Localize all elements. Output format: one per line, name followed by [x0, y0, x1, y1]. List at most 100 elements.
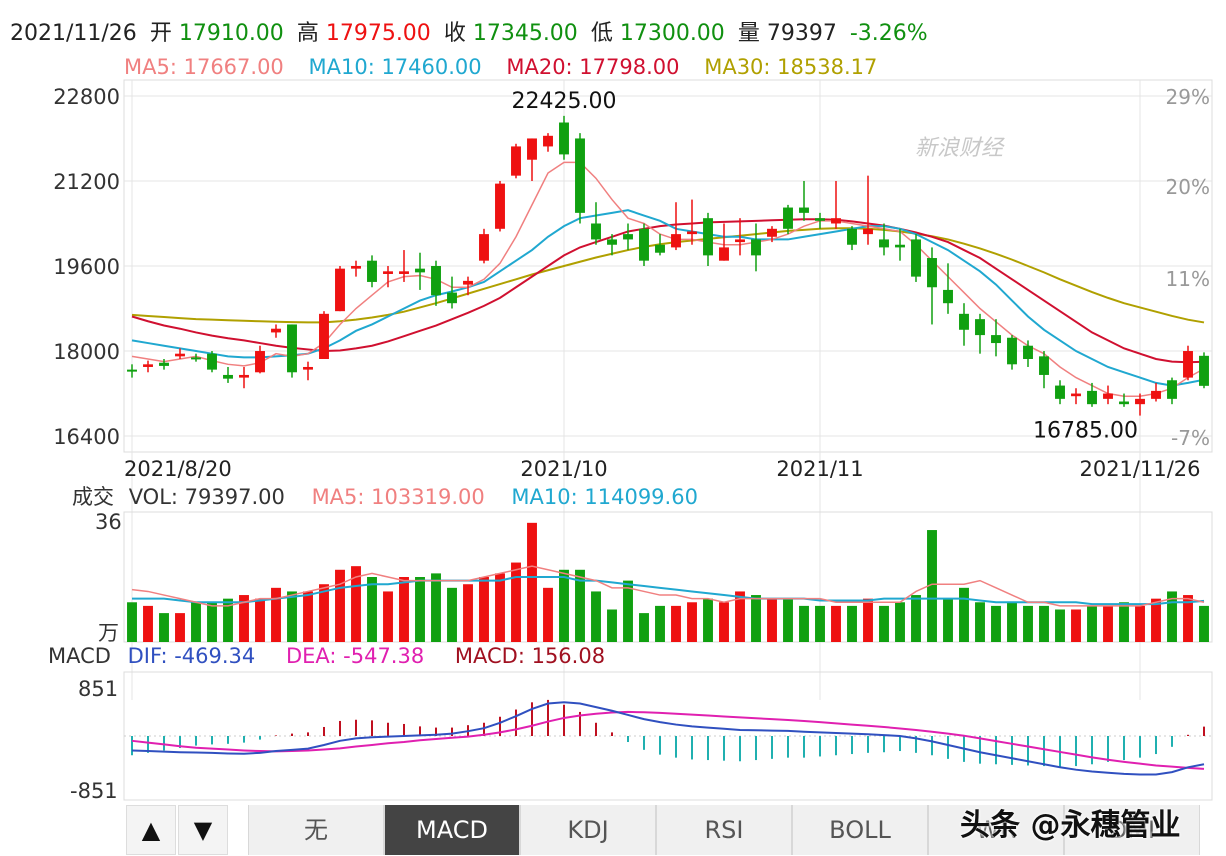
volume-title: 成交	[72, 485, 114, 509]
header-date: 2021/11/26	[10, 21, 137, 46]
header-bar: 2021/11/26 开 17910.00 高 17975.00 收 17345…	[10, 15, 928, 47]
tab-wr[interactable]: WR	[928, 805, 1064, 855]
candle-body	[287, 324, 297, 373]
high-value: 17975.00	[325, 21, 431, 46]
dif-legend: DIF: -469.34	[127, 644, 256, 668]
arrow-up-icon: ▲	[141, 816, 161, 844]
volume-bar	[399, 577, 409, 642]
candle-body	[1119, 401, 1129, 405]
volume-bar	[815, 605, 825, 642]
candle-body	[1183, 351, 1193, 378]
macd-title: MACD	[48, 644, 111, 668]
candle-body	[1199, 355, 1209, 386]
candle-body	[671, 234, 681, 248]
candle-body	[607, 239, 617, 245]
macd-legend: MACD DIF: -469.34 DEA: -547.38 MACD: 156…	[48, 644, 605, 668]
volume-bar	[863, 598, 873, 642]
low-label: 低	[590, 21, 613, 46]
candle-body	[1151, 390, 1161, 399]
candle-body	[527, 138, 537, 160]
volume-bar	[1199, 605, 1209, 642]
scroll-up-button[interactable]: ▲	[126, 805, 176, 855]
volume-bar	[495, 573, 505, 642]
volume-bar	[847, 605, 857, 642]
candle-body	[431, 266, 441, 296]
candle-body	[351, 266, 361, 269]
candle-body	[815, 218, 825, 221]
candle-body	[303, 366, 313, 370]
high-annotation: 22425.00	[512, 89, 617, 114]
candle-body	[575, 138, 585, 213]
candle-body	[687, 231, 697, 235]
date-label: 2021/11/26	[1079, 457, 1200, 481]
dif-line	[131, 701, 1205, 776]
price-tick-label: 19600	[53, 255, 120, 279]
volume-legend: 成交 VOL: 79397.00 MA5: 103319.00 MA10: 11…	[72, 481, 698, 511]
candle-body	[751, 239, 761, 256]
macd-value-legend: MACD: 156.08	[454, 644, 606, 668]
volume-bar	[943, 598, 953, 642]
scroll-down-button[interactable]: ▼	[178, 805, 228, 855]
ma30-line	[131, 227, 1205, 324]
toutiao-watermark: 头条 @永穗管业	[960, 808, 1181, 843]
volume-bar	[895, 602, 905, 642]
volume-bar	[223, 598, 233, 642]
candle-body	[127, 369, 137, 372]
macd-pane-frame	[123, 671, 1213, 801]
candle-body	[783, 207, 793, 229]
candle-body	[799, 207, 809, 213]
volume-value: 79397	[766, 21, 837, 46]
tab-none[interactable]: 无	[248, 805, 384, 855]
candle-body	[479, 234, 489, 261]
volume-bar	[1087, 605, 1097, 642]
candle-body	[735, 239, 745, 243]
tab-boll[interactable]: BOLL	[792, 805, 928, 855]
candle-body	[223, 374, 233, 379]
candle-body	[175, 353, 185, 357]
tab-kdj[interactable]: KDJ	[520, 805, 656, 855]
volume-bar	[1167, 591, 1177, 642]
change-value: -3.26%	[849, 21, 928, 46]
date-label: 2021/8/20	[124, 457, 232, 481]
volume-bar	[687, 602, 697, 642]
volume-bar	[1183, 595, 1193, 642]
candle-body	[1055, 385, 1065, 399]
candle-body	[655, 244, 665, 253]
ma5-line	[131, 161, 1205, 397]
volume-bar	[623, 580, 633, 642]
candle-body	[1103, 393, 1113, 399]
candle-body	[319, 313, 329, 359]
candle-body	[271, 328, 281, 333]
candle-body	[975, 319, 985, 336]
volume-bar	[127, 602, 137, 642]
volume-bar	[1039, 605, 1049, 642]
volume-bar	[1007, 602, 1017, 642]
volume-bar	[671, 605, 681, 642]
candle-body	[623, 234, 633, 240]
tab-macd[interactable]: MACD	[384, 805, 520, 855]
tab-dmi[interactable]: DMI	[1064, 805, 1200, 855]
volume-bar	[767, 598, 777, 642]
arrow-down-icon: ▼	[193, 816, 213, 844]
volume-bar	[1023, 605, 1033, 642]
price-tick-label: 16400	[53, 425, 120, 449]
candle-body	[367, 260, 377, 282]
candle-body	[495, 183, 505, 229]
vol-ma5-legend: MA5: 103319.00	[311, 485, 485, 509]
candle-body	[639, 228, 649, 261]
volume-bar	[975, 602, 985, 642]
volume-bar	[783, 598, 793, 642]
candle-body	[847, 228, 857, 245]
candle-body	[399, 271, 409, 274]
volume-bar	[655, 605, 665, 642]
tab-rsi[interactable]: RSI	[656, 805, 792, 855]
volume-bar	[607, 609, 617, 642]
candle-body	[1167, 380, 1177, 399]
candle-body	[207, 353, 217, 370]
date-label: 2021/10	[520, 457, 607, 481]
volume-bar	[575, 569, 585, 642]
candle-body	[159, 362, 169, 366]
volume-bar	[367, 577, 377, 642]
volume-bar	[383, 591, 393, 642]
volume-bar	[159, 613, 169, 642]
